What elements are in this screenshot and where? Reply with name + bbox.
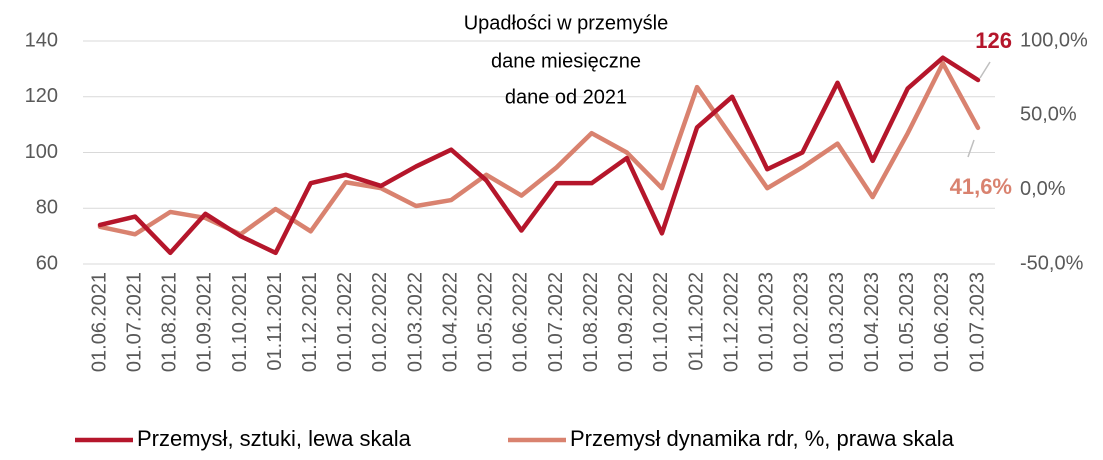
x-tick-label: 01.11.2022: [685, 272, 707, 371]
data-label: 41,6%: [950, 174, 1012, 199]
x-tick-label: 01.12.2021: [299, 272, 321, 372]
y-tick-label: 60: [36, 252, 58, 274]
x-tick-label: 01.02.2022: [369, 272, 391, 372]
legend-label: Przemysł, sztuki, lewa skala: [137, 426, 412, 451]
x-tick-label: 01.05.2023: [896, 272, 918, 372]
y-tick-label: 80: [36, 197, 58, 219]
x-tick-label: 01.03.2022: [404, 272, 426, 372]
x-tick-label: 01.04.2023: [861, 272, 883, 372]
x-tick-label: 01.08.2022: [580, 272, 602, 372]
x-tick-label: 01.04.2022: [439, 272, 461, 372]
x-tick-label: 01.01.2022: [334, 272, 356, 372]
chart-subtitle: dane miesięczne: [491, 50, 641, 72]
y2-tick-label: 50,0%: [1020, 104, 1077, 126]
x-tick-label: 01.02.2023: [791, 272, 813, 372]
x-tick-label: 01.11.2021: [264, 272, 286, 371]
x-tick-label: 01.07.2021: [123, 272, 145, 372]
x-tick-label: 01.06.2022: [510, 272, 532, 372]
x-tick-label: 01.01.2023: [756, 272, 778, 372]
x-tick-label: 01.07.2023: [966, 272, 988, 372]
x-tick-label: 01.12.2022: [720, 272, 742, 372]
x-tick-label: 01.05.2022: [475, 272, 497, 372]
series-line: [97, 55, 981, 256]
chart-title: Upadłości w przemyśle: [464, 12, 669, 34]
y2-tick-label: 100,0%: [1020, 29, 1088, 51]
leader-line: [967, 139, 975, 158]
x-tick-label: 01.06.2021: [88, 272, 110, 372]
x-tick-label: 01.07.2022: [545, 272, 567, 372]
x-tick-label: 01.09.2022: [615, 272, 637, 372]
x-tick-label: 01.09.2021: [194, 272, 216, 372]
x-tick-label: 01.03.2023: [826, 272, 848, 372]
data-label: 126: [975, 28, 1012, 53]
series-line: [97, 61, 981, 237]
x-tick-label: 01.06.2023: [931, 272, 953, 372]
y-tick-label: 100: [25, 141, 58, 163]
x-tick-label: 01.10.2022: [650, 272, 672, 372]
y2-tick-label: 0,0%: [1020, 178, 1066, 200]
leader-line: [979, 61, 991, 79]
x-tick-label: 01.08.2021: [159, 272, 181, 372]
y-tick-label: 120: [25, 85, 58, 107]
y2-tick-label: -50,0%: [1020, 252, 1084, 274]
y-tick-label: 140: [25, 29, 58, 51]
legend-label: Przemysł dynamika rdr, %, prawa skala: [570, 426, 955, 451]
x-tick-label: 01.10.2021: [229, 272, 251, 372]
chart-subtitle: dane od 2021: [505, 86, 627, 108]
